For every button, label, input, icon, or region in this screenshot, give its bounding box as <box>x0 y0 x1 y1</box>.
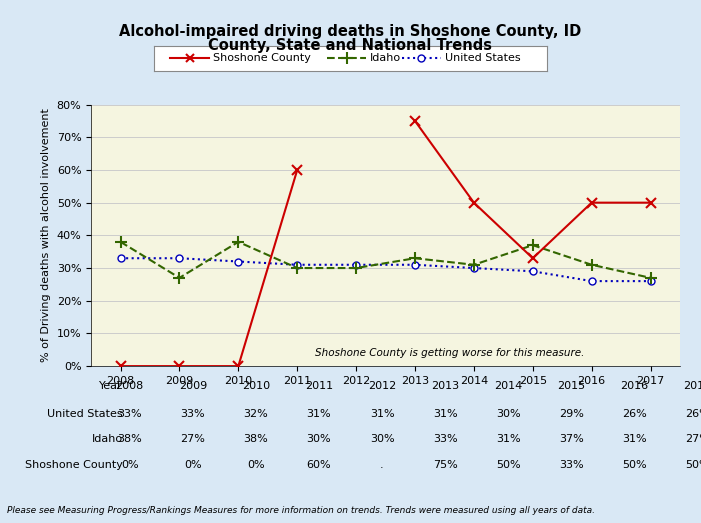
Text: 0%: 0% <box>121 460 139 470</box>
Text: 38%: 38% <box>243 434 268 444</box>
Text: Alcohol-impaired driving deaths in Shoshone County, ID: Alcohol-impaired driving deaths in Shosh… <box>119 24 582 39</box>
Text: 2014: 2014 <box>494 381 522 391</box>
Text: 2017: 2017 <box>683 381 701 391</box>
Y-axis label: % of Driving deaths with alcohol involvement: % of Driving deaths with alcohol involve… <box>41 108 51 362</box>
Text: 0%: 0% <box>184 460 202 470</box>
Text: 33%: 33% <box>180 410 205 419</box>
Text: 33%: 33% <box>117 410 142 419</box>
Text: Please see Measuring Progress/Rankings Measures for more information on trends. : Please see Measuring Progress/Rankings M… <box>7 506 595 515</box>
Text: 26%: 26% <box>622 410 647 419</box>
Text: 2013: 2013 <box>431 381 459 391</box>
Text: 75%: 75% <box>433 460 458 470</box>
Text: 31%: 31% <box>622 434 647 444</box>
Text: 50%: 50% <box>622 460 647 470</box>
Text: 2016: 2016 <box>620 381 648 391</box>
Text: 27%: 27% <box>685 434 701 444</box>
Text: 33%: 33% <box>559 460 584 470</box>
Text: 30%: 30% <box>369 434 395 444</box>
Text: 30%: 30% <box>306 434 332 444</box>
Text: 32%: 32% <box>243 410 268 419</box>
Text: 38%: 38% <box>117 434 142 444</box>
Text: 31%: 31% <box>369 410 395 419</box>
Text: 2009: 2009 <box>179 381 207 391</box>
Text: Idaho: Idaho <box>92 434 123 444</box>
Text: 30%: 30% <box>496 410 521 419</box>
Text: Shoshone County: Shoshone County <box>213 53 311 63</box>
Text: Shoshone County is getting worse for this measure.: Shoshone County is getting worse for thi… <box>315 348 584 358</box>
Text: .: . <box>380 460 384 470</box>
Text: 26%: 26% <box>685 410 701 419</box>
Text: Idaho: Idaho <box>370 53 401 63</box>
Text: United States: United States <box>444 53 520 63</box>
Text: 2012: 2012 <box>368 381 396 391</box>
Text: 33%: 33% <box>433 434 458 444</box>
Text: 60%: 60% <box>306 460 332 470</box>
Text: 31%: 31% <box>306 410 332 419</box>
Text: 31%: 31% <box>496 434 521 444</box>
Text: 50%: 50% <box>496 460 521 470</box>
Text: 2011: 2011 <box>305 381 333 391</box>
Text: 2008: 2008 <box>116 381 144 391</box>
Text: 31%: 31% <box>433 410 458 419</box>
Text: 29%: 29% <box>559 410 584 419</box>
Text: United States: United States <box>47 410 123 419</box>
Text: 0%: 0% <box>247 460 265 470</box>
Text: 2015: 2015 <box>557 381 585 391</box>
Text: 27%: 27% <box>180 434 205 444</box>
Text: County, State and National Trends: County, State and National Trends <box>208 38 493 53</box>
Text: 2010: 2010 <box>242 381 270 391</box>
Text: 37%: 37% <box>559 434 584 444</box>
Text: Shoshone County: Shoshone County <box>25 460 123 470</box>
Text: 50%: 50% <box>685 460 701 470</box>
Text: Year: Year <box>99 381 123 391</box>
